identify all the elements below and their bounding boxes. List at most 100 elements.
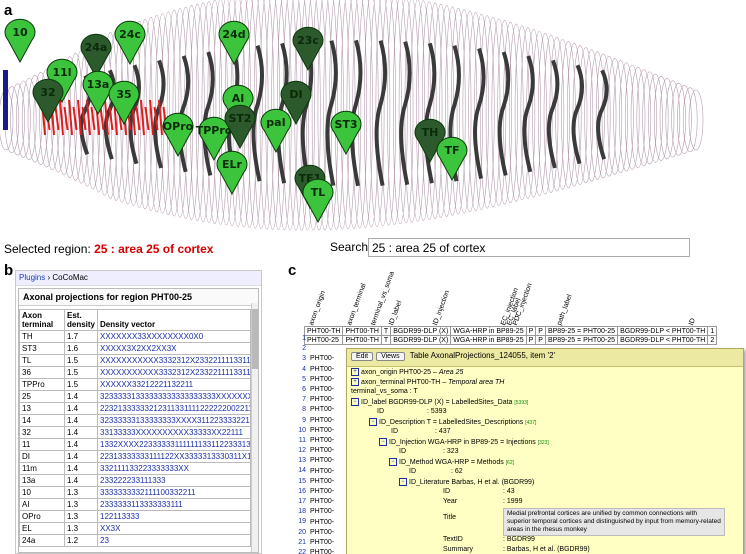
cell-density-vector[interactable]: 32333331333333333333333333XXXXXXXXXX [97, 390, 251, 403]
row-number: 8 [302, 406, 306, 414]
cell-axon-terminal: DI [19, 450, 65, 463]
grid-row[interactable]: PHT00-TH PHT00-TH T BGDR99-DLP (X) WGA-HRP i… [303, 326, 718, 336]
grid-cell[interactable]: P [535, 335, 546, 345]
region-pin-DI[interactable]: DI [280, 80, 312, 126]
plugins-link[interactable]: Plugins [19, 273, 46, 282]
grid-cell[interactable]: BGDR99-DLP < PHT00-TH [617, 326, 709, 336]
region-pin-paI[interactable]: paI [260, 108, 292, 154]
views-button[interactable]: Views [376, 352, 405, 361]
cell-density-vector[interactable]: 122113333 [97, 510, 251, 523]
column-header[interactable]: axon_terminal [346, 282, 368, 327]
column-header[interactable]: ID_injection [432, 289, 452, 327]
lit-id-value: : 43 [503, 488, 515, 495]
grid-cell[interactable]: WGA-HRP in BP89-25 [450, 326, 527, 336]
scrollbar[interactable] [251, 303, 258, 552]
region-pin-24c[interactable]: 24c [114, 20, 146, 66]
region-pin-TF[interactable]: TF [436, 136, 468, 182]
row-number: 5 [302, 375, 306, 383]
region-pin-35[interactable]: 35 [108, 80, 140, 126]
cell-density-vector[interactable]: 3333333332111100332211 [97, 486, 251, 499]
cell-density-vector[interactable]: 2333333113333333111 [97, 498, 251, 511]
tree-axon-origin[interactable]: + axon_origin PHT00-25 – Area 25 [351, 368, 463, 376]
grid-cell[interactable]: BGDR99-DLP (X) [390, 335, 452, 345]
region-pin-ST3[interactable]: ST3 [330, 110, 362, 156]
grid-cell[interactable]: WGA-HRP in BP89-25 [450, 335, 527, 345]
cell-density-vector[interactable]: XXXXXX33212221132211 [97, 378, 251, 391]
tree-axon-terminal[interactable]: + axon_terminal PHT00-TH – Temporal area … [351, 378, 504, 386]
cell-density-vector[interactable]: 22321333333212311331111222222002211321 [97, 402, 251, 415]
edit-button[interactable]: Edit [351, 352, 374, 361]
tree-description[interactable]: − ID_Description T = LabelledSites_Descri… [369, 418, 536, 426]
cell-density-vector[interactable]: 332111133223333333XX [97, 462, 251, 475]
region-pin-TH[interactable]: TH [414, 118, 446, 164]
row-number: 3 [302, 355, 306, 363]
region-pin-11l[interactable]: 11l [46, 58, 78, 104]
region-pin-23c[interactable]: 23c [292, 26, 324, 72]
tree-id-label[interactable]: − ID_label BGDR99-DLP (X) = LabelledSites… [351, 398, 528, 406]
search-input[interactable] [368, 238, 690, 257]
region-pin-10[interactable]: 10 [4, 18, 36, 64]
cell-density-vector[interactable]: 33133333XXXXXXXXXX33333XX22111 [97, 426, 251, 439]
region-pin-OPro[interactable]: OPro [162, 112, 194, 158]
grid-cell[interactable]: P [525, 335, 537, 345]
collapse-icon[interactable]: − [351, 398, 359, 406]
brain-3d-viewer[interactable]: 10 24a 24c 24d 23c 11l 13a 32 35 AI DI OPro TPProST2… [0, 0, 746, 240]
region-pin-24d[interactable]: 24d [218, 20, 250, 66]
popup-toolbar: Edit Views Table AxonalProjections_124055… [347, 349, 743, 367]
grid-cell[interactable]: PHT00-TH [342, 335, 382, 345]
grid-cell[interactable]: T [380, 326, 392, 336]
tree-method[interactable]: − ID_Method WGA-HRP = Methods [62] [389, 458, 514, 466]
grid-cell[interactable]: P [535, 326, 546, 336]
region-pin-24a[interactable]: 24a [80, 33, 112, 79]
region-pin-TL[interactable]: TL [302, 178, 334, 224]
table-row: 251.432333331333333333333333333XXXXXXXXX… [19, 390, 251, 403]
grid-row[interactable]: PHT00-25 PHT00-TH T BGDR99-DLP (X) WGA-HRP i… [303, 335, 718, 345]
description-text: ID_Description T = LabelledSites_Descrip… [379, 418, 524, 426]
cell-density-vector[interactable]: 32333333133333333XXXX31122333322133 [97, 414, 251, 427]
scrollbar-thumb[interactable] [252, 309, 258, 369]
cell-density-vector[interactable]: 22313333333111122XX3333313330311X11 [97, 450, 251, 463]
collapse-icon[interactable]: − [379, 438, 387, 446]
grid-cell[interactable]: BP89-25 = PHT00-25 [544, 326, 619, 336]
selected-region-value: 25 : area 25 of cortex [94, 242, 214, 256]
grid-cell[interactable]: T [380, 335, 392, 345]
cell-density-vector[interactable]: 233222233111333 [97, 474, 251, 487]
region-pin-13a[interactable]: 13a [82, 70, 114, 116]
cell-density-vector[interactable]: 1332XXXX22333333111111133112233313331 [97, 438, 251, 451]
row-stub: PHT00- [310, 488, 335, 495]
grid-cell[interactable]: BP89-25 = PHT00-25 [544, 335, 619, 345]
collapse-icon[interactable]: − [399, 478, 407, 486]
cell-density-vector[interactable]: XXXXX3X2XX2XX3X [97, 342, 251, 355]
column-header[interactable]: ID_label [388, 299, 404, 327]
cell-density-vector[interactable]: XXXXXXXXXXX3332312X23322111133112223 [97, 354, 251, 367]
cell-density-vector[interactable]: XXXXXXX33XXXXXXXX0X0 [97, 330, 251, 343]
desc-id-value: : 437 [435, 428, 451, 435]
expand-icon[interactable]: + [351, 368, 359, 376]
grid-cell[interactable]: BGDR99-DLP (X) [390, 326, 452, 336]
grid-cell[interactable]: PHT00-25 [303, 335, 344, 345]
grid-cell[interactable]: PHT00-TH [303, 326, 344, 336]
column-header[interactable]: path_label [556, 293, 574, 327]
axonal-projections-box: Axonal projections for region PHT00-25 A… [18, 288, 259, 553]
grid-cell[interactable]: BGDR99-DLP < PHT00-TH [617, 335, 709, 345]
grid-cell[interactable]: P [525, 326, 537, 336]
region-pin-TPPro[interactable]: TPPro [196, 116, 233, 162]
region-pin-32[interactable]: 32 [32, 78, 64, 124]
grid-cell[interactable]: PHT00-TH [342, 326, 382, 336]
cell-density-vector[interactable]: 23 [97, 534, 251, 547]
tree-literature[interactable]: − ID_Literature Barbas, H et al. (BGDR99) [399, 478, 534, 486]
collapse-icon[interactable]: − [389, 458, 397, 466]
grid-cell[interactable]: 1 [707, 326, 718, 336]
region-pin-ELr[interactable]: ELr [216, 150, 248, 196]
cell-density-vector[interactable]: XX3X [97, 522, 251, 535]
collapse-icon[interactable]: − [369, 418, 377, 426]
column-header[interactable]: axon_origin [308, 289, 327, 327]
region-pin-ST2[interactable]: ST2 [224, 104, 256, 150]
tree-injection[interactable]: − ID_Injection WGA-HRP in BP89-25 = Injec… [379, 438, 549, 446]
region-pin-label: 32 [40, 86, 55, 99]
row-number: 4 [302, 365, 306, 373]
cell-est-density: 1.3 [64, 522, 98, 535]
cell-density-vector[interactable]: XXXXXXXXXXX3332312X23322111133112223 [97, 366, 251, 379]
grid-cell[interactable]: 2 [707, 335, 718, 345]
expand-icon[interactable]: + [351, 378, 359, 386]
